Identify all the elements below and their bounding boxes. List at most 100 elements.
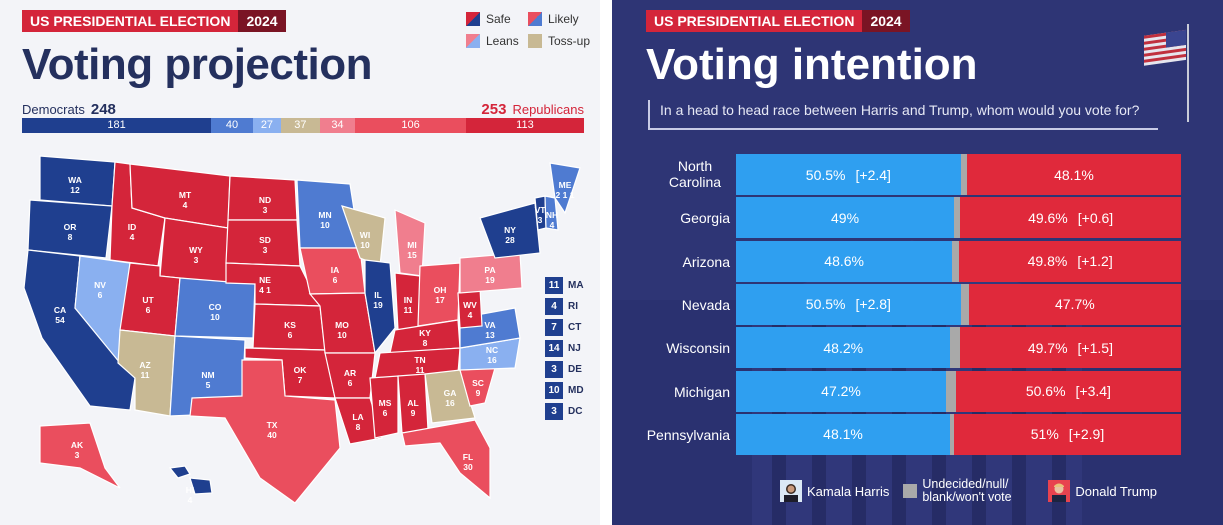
vote-share: 47.2%: [821, 383, 861, 399]
state-ev-mt: 4: [183, 200, 188, 210]
ev-segment-safe-r: 113: [465, 118, 584, 133]
lead-margin: [+3.4]: [1075, 383, 1111, 399]
state-ev-tx: 40: [267, 430, 277, 440]
vote-share: 49.8%: [1027, 253, 1068, 270]
poll-bar: 47.2% 50.6% [+3.4]: [736, 370, 1181, 412]
republicans-tally: 253 Republicans: [481, 101, 584, 118]
state-name: Michigan: [673, 383, 730, 400]
state-ev-ca: 54: [55, 315, 65, 325]
page-title: Voting intention: [646, 40, 978, 89]
state-ev-mn: 10: [320, 220, 330, 230]
vote-share: 49%: [831, 209, 860, 226]
vote-share: 47.7%: [1054, 296, 1095, 313]
state-label-sc: SC: [472, 378, 484, 388]
legend-item-toss-up: Toss-up: [528, 34, 590, 48]
ev-segment-safe-d: 181: [22, 118, 212, 133]
vote-share: 50.5%: [805, 296, 846, 313]
legend-swatch: [466, 12, 480, 26]
election-tag: US PRESIDENTIAL ELECTION 2024: [22, 10, 286, 32]
poll-row-wisconsin: Wisconsin 48.2% 49.7% [+1.5]: [612, 327, 1212, 369]
state-label-wi: WI: [360, 230, 370, 240]
vote-share: 49.7%: [1027, 339, 1068, 356]
state-ev-ak: 3: [75, 450, 80, 460]
election-tag-label: US PRESIDENTIAL ELECTION: [22, 10, 239, 32]
state-ev-wa: 12: [70, 185, 80, 195]
undecided-segment: [954, 197, 961, 239]
state-name: Wisconsin: [666, 340, 730, 357]
state-ev-nd: 3: [263, 205, 268, 215]
harris-segment: 50.5% [+2.4]: [736, 154, 961, 195]
state-ev-ms: 6: [383, 408, 388, 418]
trump-avatar-icon: [1048, 480, 1071, 502]
state-label-ny: NY: [504, 225, 516, 235]
state-name: North Carolina: [668, 158, 722, 190]
poll-row-north-carolina: North Carolina 50.5% [+2.4] 48.1%: [612, 154, 1212, 195]
legend-label: Likely: [548, 12, 579, 26]
voting-intention-panel: US PRESIDENTIAL ELECTION 2024 Voting int…: [612, 0, 1223, 525]
poll-bar: 48.6% 49.8% [+1.2]: [736, 240, 1181, 282]
state-ev-id: 4: [130, 232, 135, 242]
undecided-segment: [946, 370, 956, 412]
small-state-code: NJ: [568, 343, 581, 354]
state-ev-mo: 10: [337, 330, 347, 340]
state-label-pa: PA: [484, 265, 495, 275]
legend-label: Toss-up: [548, 34, 591, 48]
harris-segment: 50.5% [+2.8]: [736, 283, 961, 325]
state-label-oh: OH: [434, 285, 447, 295]
trump-segment: 51% [+2.9]: [954, 413, 1181, 455]
state-label-ga: GA: [444, 388, 457, 398]
state-label-nc: NC: [486, 345, 498, 355]
legend-swatch: [466, 34, 480, 48]
state-label-ne: NE: [259, 275, 271, 285]
small-state-ev: 7: [545, 319, 563, 336]
trump-segment: 49.6% [+0.6]: [960, 197, 1181, 239]
state-label-va: VA: [484, 320, 495, 330]
state-ev-wi: 10: [360, 240, 370, 250]
state-label-fl: FL: [463, 452, 473, 462]
small-state-ct: 7 CT: [545, 318, 584, 337]
state-label-mt: MT: [179, 190, 192, 200]
small-state-code: RI: [568, 301, 578, 312]
state-ev-nh: 4: [550, 220, 555, 230]
trump-segment: 49.7% [+1.5]: [959, 327, 1181, 369]
harris-segment: 48.1%: [736, 413, 951, 455]
state-ev-wv: 4: [468, 310, 473, 320]
state-ev-nc: 16: [487, 355, 497, 365]
small-state-ev: 3: [545, 361, 563, 378]
legend-item-leans: Leans: [466, 34, 519, 48]
small-state-ev: 4: [545, 298, 563, 315]
legend-label: Safe: [486, 12, 511, 26]
state-ev-nv: 6: [98, 290, 103, 300]
state-ev-al: 9: [411, 408, 416, 418]
ev-segment-likely-r: 106: [355, 118, 466, 133]
small-state-dc: 3 DC: [545, 402, 584, 421]
state-label-ky: KY: [419, 328, 431, 338]
state-ev-co: 10: [210, 312, 220, 322]
state-ev-ok: 7: [298, 375, 303, 385]
us-map: WA12OR8CA54NV6ID4MT4WY3UT6AZ11CO10NM5ND3…: [23, 155, 581, 505]
state-me: [549, 162, 581, 215]
state-ny: [479, 202, 541, 259]
lead-margin: [+2.8]: [855, 296, 891, 313]
state-label-nm: NM: [201, 370, 214, 380]
legend-trump: Donald Trump: [1048, 480, 1157, 502]
state-ev-fl: 30: [463, 462, 473, 472]
poll-bar: 50.5% [+2.8] 47.7%: [736, 283, 1181, 325]
state-label-nd: ND: [259, 195, 271, 205]
ev-segment-toss-up: 37: [281, 118, 320, 133]
election-tag-year: 2024: [238, 10, 286, 32]
poll-row-georgia: Georgia 49% 49.6% [+0.6]: [612, 197, 1212, 239]
harris-segment: 48.6%: [736, 240, 953, 282]
state-label-wa: WA: [68, 175, 82, 185]
undecided-segment: [960, 283, 969, 325]
small-state-code: DC: [568, 406, 583, 417]
legend-undecided-label: Undecided/null/ blank/won't vote: [922, 477, 1012, 504]
state-ev-oh: 17: [435, 295, 445, 305]
legend-trump-label: Donald Trump: [1075, 483, 1158, 499]
legend-harris: Kamala Harris: [780, 480, 889, 502]
harris-segment: 48.2%: [736, 327, 951, 369]
state-ev-nm: 5: [206, 380, 211, 390]
ev-segment-leans-r: 34: [319, 118, 356, 133]
undecided-swatch: [903, 484, 918, 498]
state-label-wy: WY: [189, 245, 203, 255]
